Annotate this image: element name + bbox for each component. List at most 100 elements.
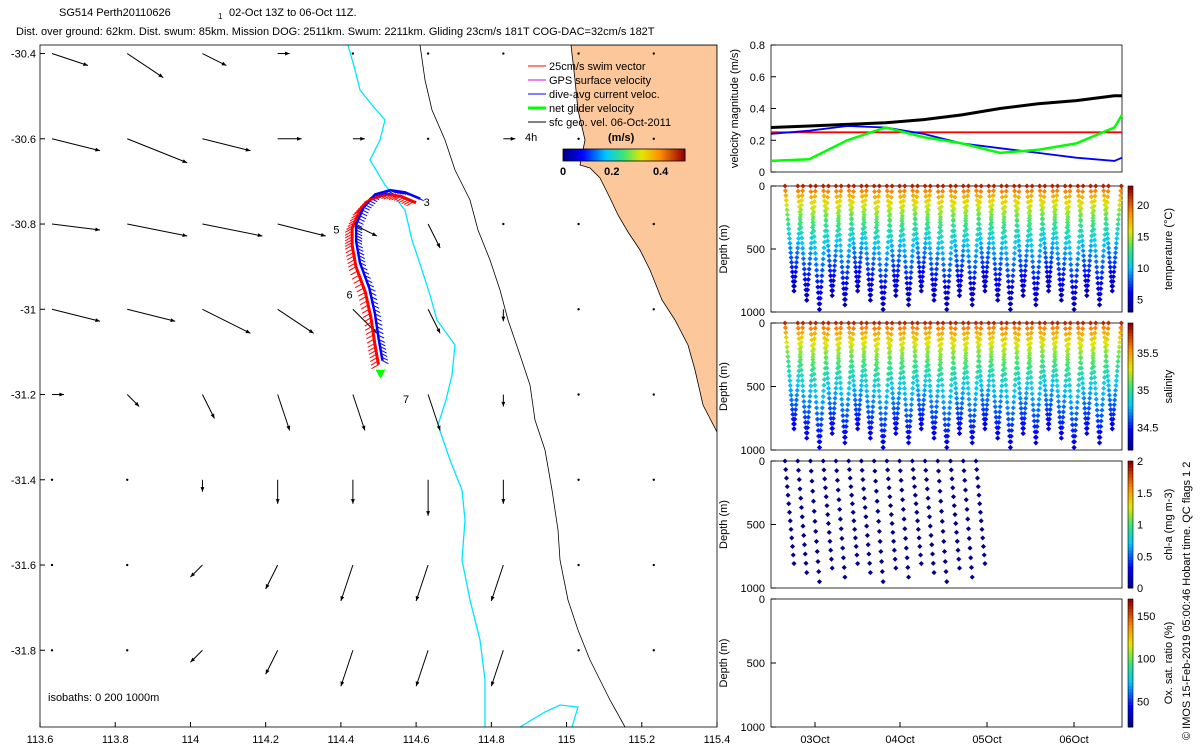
current-vector (277, 394, 291, 431)
day-label: 7 (403, 394, 409, 406)
profile-point (954, 258, 960, 264)
velocity-ytick-label: 0.2 (750, 135, 765, 147)
profile-point (827, 405, 833, 411)
profile-point (965, 385, 971, 391)
profile-point (940, 528, 946, 534)
profile-point (1080, 248, 1086, 254)
profile-point (1099, 413, 1105, 419)
swim-vector (363, 317, 372, 323)
profile-point (1076, 330, 1082, 336)
profile-point (998, 250, 1004, 257)
profile-point (1090, 353, 1096, 359)
profile-point (787, 240, 793, 246)
profile-point (1062, 320, 1068, 326)
profile-point (998, 388, 1004, 394)
profile-point (918, 426, 924, 432)
profile-point (1082, 268, 1088, 274)
profile-point (794, 387, 800, 393)
profile-point (829, 430, 835, 437)
current-vector (202, 223, 263, 237)
profile-point (1005, 410, 1011, 417)
profile-point (805, 276, 811, 282)
profile-point (1056, 271, 1062, 277)
profile-colorbar-cell (1128, 351, 1133, 356)
profile-colorbar-tick: 35 (1137, 385, 1149, 397)
profile-point (1012, 382, 1018, 388)
dac-vector (367, 283, 374, 288)
profile-point (827, 263, 833, 269)
profile-point (786, 509, 793, 515)
swim-vector (376, 194, 384, 200)
profile-point (842, 296, 848, 302)
profile-point (952, 380, 958, 386)
profile-point (913, 363, 919, 369)
profile-colorbar-cell (1128, 305, 1133, 310)
profile-point (1011, 183, 1017, 189)
dac-vector (355, 238, 363, 242)
profile-point (966, 535, 972, 541)
profile-colorbar-label: Ox. sat. ratio (%) (1163, 622, 1175, 705)
profile-point (799, 372, 805, 378)
profile-point (1105, 320, 1112, 326)
profile-colorbar-cell (1128, 443, 1133, 448)
profile-point (1082, 405, 1088, 411)
profile-colorbar-cell (1128, 514, 1133, 519)
colorbar-cell (611, 149, 615, 161)
velocity-ylabel: velocity magnitude (m/s) (729, 49, 741, 168)
swim-vector (366, 338, 375, 344)
swim-vector (369, 357, 378, 363)
profile-point (863, 330, 869, 336)
profile-point (1033, 302, 1039, 308)
coastline-cyan (347, 45, 486, 727)
profile-point (1040, 358, 1046, 365)
colorbar-cell (579, 149, 582, 161)
profile-point (1050, 240, 1056, 246)
profile-colorbar-cell (1128, 329, 1133, 334)
current-vector-head (286, 425, 291, 431)
profile-ylabel: Depth (m) (718, 362, 730, 411)
profile-point (825, 320, 832, 326)
profile-point (830, 425, 836, 431)
profile-point (905, 564, 911, 570)
profile-point (826, 529, 832, 535)
profile-point (1028, 242, 1034, 248)
profile-point (1107, 402, 1113, 408)
profile-point (850, 231, 856, 237)
current-vector-head (265, 584, 270, 590)
profile-point (783, 197, 789, 203)
profile-point (922, 188, 928, 194)
profile-point (912, 216, 918, 222)
profile-point (899, 215, 905, 221)
profile-colorbar-cell (1128, 373, 1133, 378)
swim-vector (344, 230, 353, 236)
profile-point (1113, 240, 1119, 246)
profile-colorbar-cell (1128, 486, 1133, 491)
profile-point (813, 538, 820, 544)
profile-point (907, 418, 913, 424)
profile-point (973, 320, 979, 326)
profile-colorbar-cell (1128, 239, 1133, 244)
profile-point (1076, 382, 1082, 388)
legend-gps: GPS surface velocity (549, 75, 652, 87)
profile-colorbar-tick: 10 (1137, 263, 1149, 275)
profile-point (1037, 248, 1043, 254)
profile-point (1002, 233, 1008, 240)
profile-point (1076, 193, 1082, 199)
profile-point (835, 342, 841, 348)
current-vector-dot (652, 393, 655, 396)
profile-point (996, 276, 1002, 282)
profile-point (933, 271, 939, 277)
profile-point (991, 256, 997, 262)
swim-vector (368, 346, 376, 352)
profile-colorbar-cell (1128, 415, 1133, 419)
profile-point (911, 202, 917, 208)
profile-point (1088, 243, 1094, 249)
profile-colorbar-cell (1128, 189, 1133, 193)
profile-colorbar-cell (1128, 261, 1133, 266)
swim-vector (350, 270, 358, 276)
profile-point (992, 261, 998, 267)
profile-point (924, 351, 931, 357)
swim-vector (345, 248, 354, 254)
profile-point (967, 269, 973, 275)
profile-point (1085, 415, 1091, 421)
